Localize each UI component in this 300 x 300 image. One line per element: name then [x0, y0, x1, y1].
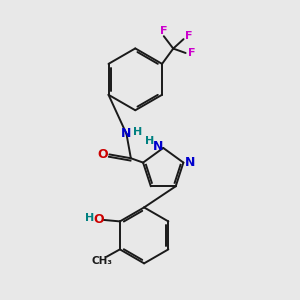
Text: H: H — [146, 136, 154, 146]
Text: F: F — [188, 48, 196, 58]
Text: N: N — [121, 127, 132, 140]
Text: H: H — [133, 127, 142, 137]
Text: N: N — [185, 156, 195, 169]
Text: CH₃: CH₃ — [92, 256, 113, 266]
Text: O: O — [98, 148, 108, 161]
Text: F: F — [185, 31, 193, 41]
Text: F: F — [160, 26, 168, 36]
Text: O: O — [93, 212, 104, 226]
Text: N: N — [153, 140, 163, 153]
Text: H: H — [85, 213, 94, 223]
